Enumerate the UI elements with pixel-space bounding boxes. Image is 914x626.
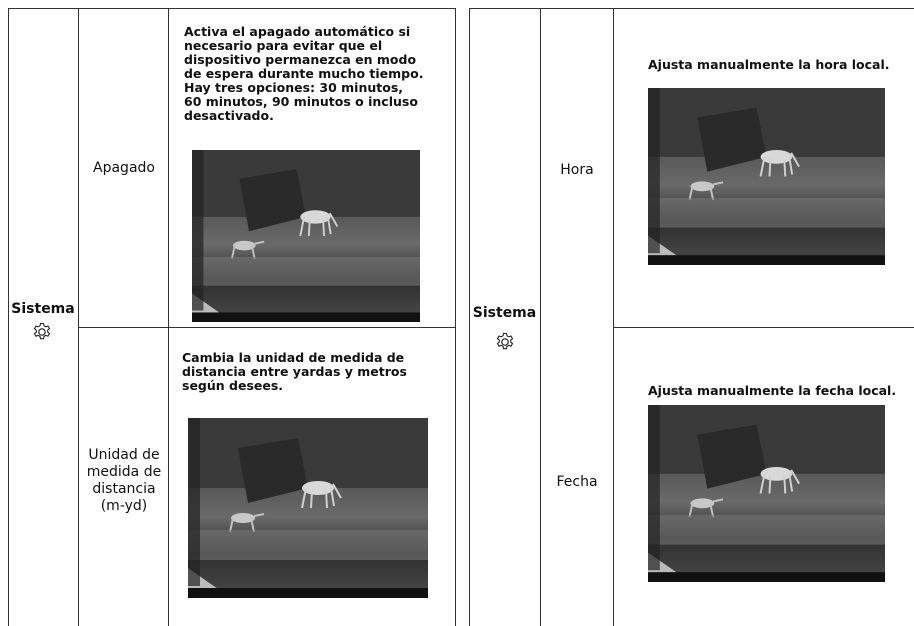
category: Sistema — [11, 301, 75, 317]
gear-icon — [33, 322, 51, 340]
description: Ajusta manualmente la fecha local. — [648, 383, 897, 398]
gear-icon — [496, 332, 514, 350]
item: Hora — [560, 162, 594, 178]
border — [455, 8, 456, 626]
border — [469, 8, 914, 9]
screenshot — [192, 150, 420, 322]
border — [613, 8, 614, 626]
border — [78, 327, 456, 328]
screenshot — [648, 88, 885, 265]
thermal-scene — [648, 88, 885, 265]
border — [613, 327, 914, 328]
border — [540, 8, 541, 626]
screenshot — [188, 418, 428, 598]
description: Activa el apagado automático si necesari… — [184, 24, 424, 123]
description: Cambia la unidad de medida de distancia … — [182, 350, 407, 393]
border — [469, 8, 470, 626]
thermal-scene — [192, 150, 420, 322]
thermal-scene — [188, 418, 428, 598]
item: Apagado — [93, 160, 155, 176]
thermal-scene — [648, 405, 885, 582]
item: Fecha — [556, 474, 598, 490]
screenshot — [648, 405, 885, 582]
item: Unidad de medida de distancia (m-yd) — [86, 447, 162, 514]
description: Ajusta manualmente la hora local. — [648, 57, 890, 72]
border — [8, 8, 456, 9]
border — [78, 8, 79, 626]
border — [8, 8, 9, 626]
border — [168, 8, 169, 626]
category: Sistema — [472, 305, 537, 321]
